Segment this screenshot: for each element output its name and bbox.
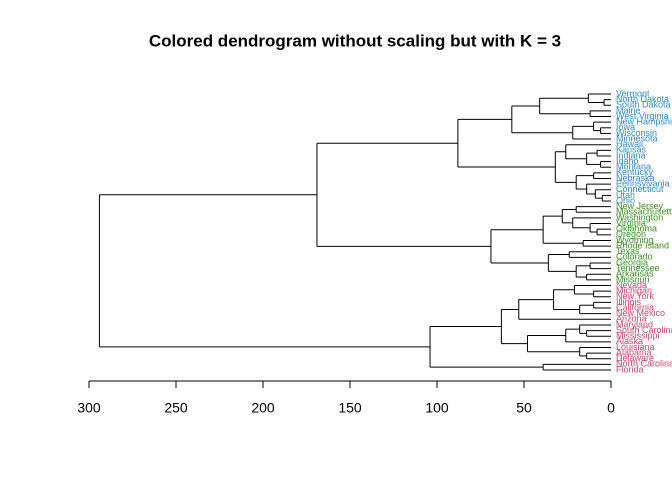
leaf-label: Delaware	[616, 353, 654, 363]
leaf-label: Pennsylvania	[616, 178, 670, 188]
x-tick-label: 50	[516, 400, 532, 416]
leaf-label: Minnesota	[616, 133, 658, 143]
leaf-label: Louisiana	[616, 342, 655, 352]
x-tick-label: 100	[425, 400, 449, 416]
x-tick-label: 200	[251, 400, 275, 416]
leaf-label: North Dakota	[616, 94, 669, 104]
x-tick-label: 150	[338, 400, 362, 416]
leaf-label: Kansas	[616, 145, 647, 155]
leaf-label: Mississippi	[616, 331, 660, 341]
leaf-label: Nebraska	[616, 173, 655, 183]
leaf-label: New Hampshire	[616, 117, 672, 127]
leaf-label: South Dakota	[616, 100, 671, 110]
leaf-label: Washington	[616, 212, 663, 222]
leaf-label: Oregon	[616, 229, 646, 239]
x-tick-label: 300	[77, 400, 101, 416]
leaf-label: Georgia	[616, 257, 648, 267]
x-tick-label: 250	[164, 400, 188, 416]
leaf-label: Arkansas	[616, 269, 654, 279]
leaf-label: Montana	[616, 162, 651, 172]
leaf-label: Colorado	[616, 252, 653, 262]
leaf-label: New Mexico	[616, 308, 665, 318]
leaf-label: Maine	[616, 105, 641, 115]
chart-title: Colored dendrogram without scaling but w…	[149, 31, 561, 50]
leaf-label: Wisconsin	[616, 128, 657, 138]
leaf-label: Maryland	[616, 319, 653, 329]
leaf-label: New Jersey	[616, 201, 664, 211]
leaf-label: Missouri	[616, 274, 650, 284]
leaf-label: North Carolina	[616, 359, 672, 369]
leaf-label: Indiana	[616, 150, 646, 160]
leaf-label: Alaska	[616, 336, 643, 346]
leaf-label: South Carolina	[616, 325, 672, 335]
leaf-label: Hawaii	[616, 139, 643, 149]
leaf-label: Idaho	[616, 156, 639, 166]
leaf-label: Nevada	[616, 280, 647, 290]
leaf-label: Massachusetts	[616, 207, 672, 217]
leaf-label: Oklahoma	[616, 224, 657, 234]
leaf-label: West Virginia	[616, 111, 669, 121]
leaf-label: Michigan	[616, 286, 652, 296]
leaf-label: Florida	[616, 364, 644, 374]
leaf-label: Illinois	[616, 297, 642, 307]
leaf-label: Connecticut	[616, 184, 664, 194]
leaf-label: Alabama	[616, 347, 652, 357]
leaf-label: Tennessee	[616, 263, 660, 273]
leaf-label: Wyoming	[616, 235, 653, 245]
leaf-label: Virginia	[616, 218, 646, 228]
leaf-label: Vermont	[616, 88, 650, 98]
leaf-label: Kentucky	[616, 167, 654, 177]
leaf-label: Iowa	[616, 122, 635, 132]
leaf-label: California	[616, 302, 654, 312]
leaf-label: Ohio	[616, 195, 635, 205]
leaf-label: Arizona	[616, 314, 647, 324]
leaf-label: Texas	[616, 246, 640, 256]
leaf-label: Rhode Island	[616, 240, 669, 250]
x-tick-label: 0	[607, 400, 615, 416]
leaf-label: Utah	[616, 190, 635, 200]
leaf-label: New York	[616, 291, 655, 301]
